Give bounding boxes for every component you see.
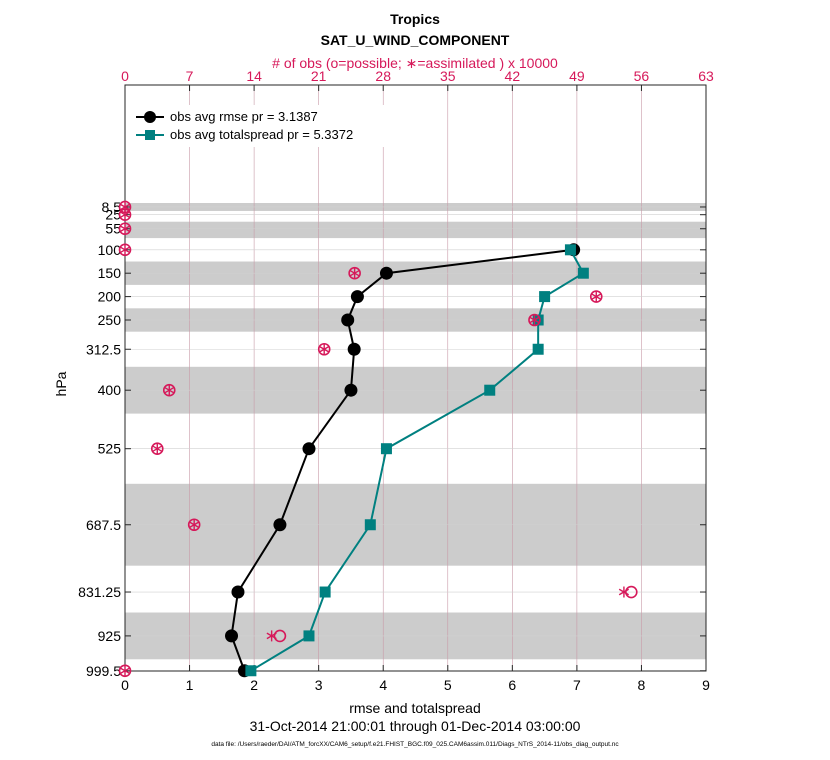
series-point-1 (532, 314, 544, 326)
legend-rmse-marker (144, 111, 156, 123)
obs-assimilated-marker (119, 665, 131, 677)
series-point-0 (344, 383, 358, 397)
date-range: 31-Oct-2014 21:00:01 through 01-Dec-2014… (250, 718, 581, 734)
top-tick-label: 63 (698, 68, 714, 84)
series-point-1 (319, 586, 331, 598)
x-axis-label: rmse and totalspread (349, 700, 481, 716)
series-point-0 (273, 518, 287, 532)
y-tick-label: 525 (98, 441, 122, 457)
legend-spread-label: obs avg totalspread pr = 5.3372 (170, 127, 353, 142)
top-tick-label: 0 (121, 68, 129, 84)
data-file-footer: data file: /Users/raeder/DAI/ATM_forcXX/… (211, 741, 619, 748)
shaded-band-1 (125, 221, 706, 239)
legend-spread-marker (145, 130, 155, 140)
obs-possible-marker (273, 629, 287, 643)
top-axis-label: # of obs (o=possible; ∗=assimilated ) x … (272, 55, 558, 71)
obs-assimilated-marker (152, 443, 163, 455)
x-tick-label: 2 (250, 677, 258, 693)
obs-possible-marker (624, 585, 638, 599)
obs-assimilated-marker (119, 209, 131, 221)
obs-assimilated-marker (164, 384, 175, 396)
series-point-0 (225, 629, 239, 643)
y-tick-label: 250 (98, 312, 122, 328)
obs-assimilated-marker (266, 630, 277, 642)
top-axis-ticks: 0 7 14 21 28 35 42 49 56 63 (121, 68, 714, 91)
top-tick-label: 28 (375, 68, 391, 84)
obs-assimilated-marker (529, 314, 540, 326)
x-axis-ticks: 0 1 2 3 4 5 6 7 8 9 (121, 665, 710, 693)
x-tick-label: 9 (702, 677, 710, 693)
y-tick-label: 200 (98, 289, 122, 305)
top-tick-label: 7 (186, 68, 194, 84)
x-tick-label: 0 (121, 677, 129, 693)
x-tick-label: 7 (573, 677, 581, 693)
legend-rmse-label: obs avg rmse pr = 3.1387 (170, 109, 318, 124)
series-point-1 (484, 384, 496, 396)
obs-assimilated-marker (618, 586, 630, 598)
series-point-0 (302, 442, 316, 456)
series-point-1 (303, 630, 315, 642)
y-tick-label: 55 (105, 221, 121, 237)
y-tick-label: 150 (98, 265, 122, 281)
obs-assimilated-marker (189, 519, 200, 531)
plot-area (124, 84, 707, 672)
y-axis-label: hPa (53, 371, 69, 396)
series-point-1 (364, 519, 376, 531)
y-tick-label: 312.5 (86, 341, 121, 357)
top-tick-label: 14 (246, 68, 262, 84)
y-tick-label: 25 (105, 207, 121, 223)
top-tick-label: 35 (440, 68, 456, 84)
data-series (225, 243, 589, 678)
chart-title: Tropics (390, 11, 440, 27)
legend: obs avg rmse pr = 3.1387 obs avg totalsp… (130, 105, 390, 147)
obs-assimilated-marker (119, 223, 131, 235)
series-point-1 (380, 443, 392, 455)
y-tick-label: 100 (98, 242, 122, 258)
y-tick-label: 8.5 (102, 199, 122, 215)
series-point-1 (564, 244, 576, 256)
y-tick-label: 925 (98, 628, 122, 644)
obs-assimilated-marker (119, 244, 131, 256)
top-tick-label: 42 (505, 68, 521, 84)
obs-count-markers (118, 200, 638, 678)
series-point-1 (577, 267, 589, 279)
series-point-0 (379, 266, 393, 280)
legend-box (130, 105, 390, 147)
x-tick-label: 1 (186, 677, 194, 693)
top-tick-label: 21 (311, 68, 327, 84)
series-point-0 (347, 342, 361, 356)
x-tick-label: 4 (379, 677, 387, 693)
series-point-0 (231, 585, 245, 599)
series-point-1 (245, 665, 257, 677)
top-tick-label: 49 (569, 68, 585, 84)
x-tick-label: 3 (315, 677, 323, 693)
series-point-0 (341, 313, 355, 327)
x-tick-label: 8 (638, 677, 646, 693)
obs-assimilated-marker (349, 267, 360, 279)
obs-assimilated-marker (319, 343, 330, 355)
y-tick-label: 831.25 (78, 584, 121, 600)
y-tick-label: 687.5 (86, 517, 121, 533)
obs-assimilated-marker (591, 291, 602, 303)
x-tick-label: 5 (444, 677, 452, 693)
chart-subtitle: SAT_U_WIND_COMPONENT (321, 32, 510, 48)
y-tick-label: 400 (98, 382, 122, 398)
y-tick-label: 999.5 (86, 663, 121, 679)
series-point-1 (539, 291, 551, 303)
top-tick-label: 56 (634, 68, 650, 84)
series-point-1 (532, 343, 544, 355)
series-point-0 (350, 290, 364, 304)
x-tick-label: 6 (508, 677, 516, 693)
